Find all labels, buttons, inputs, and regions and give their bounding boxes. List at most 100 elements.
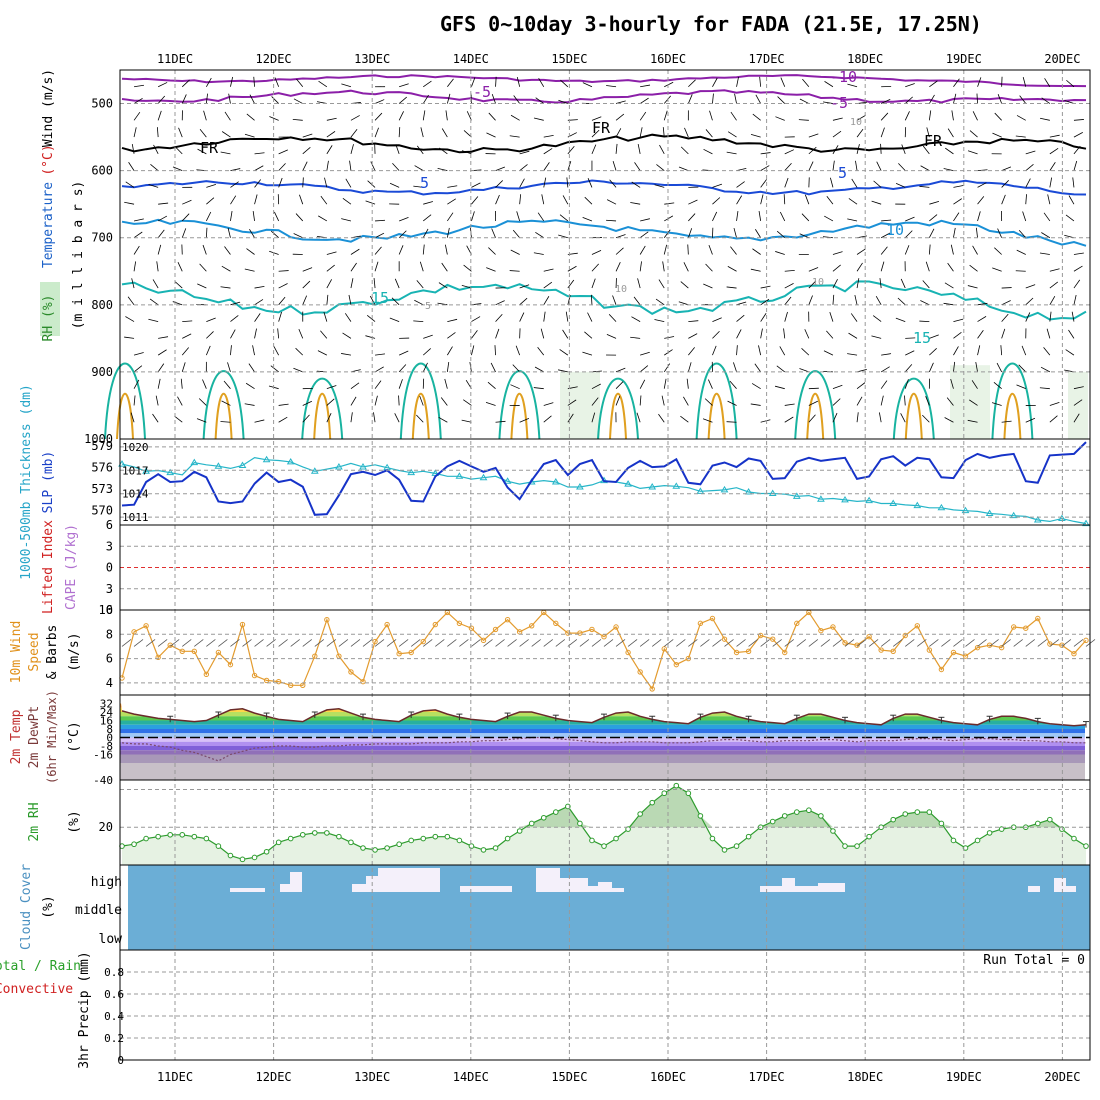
wind-barb — [174, 281, 183, 289]
wind-barb — [1049, 147, 1059, 155]
wind-barb — [1073, 279, 1081, 289]
temperature-color-band — [120, 737, 1085, 742]
wind-barb — [873, 180, 882, 188]
wind-barb — [565, 311, 569, 322]
wind-barb — [254, 639, 264, 647]
wind-barb — [488, 247, 496, 255]
rh-point — [914, 809, 921, 815]
wind-speed-point — [818, 627, 824, 634]
wind-barb — [639, 379, 646, 389]
wind-barb — [174, 146, 183, 155]
wind-barb — [606, 199, 617, 205]
wind-barb — [760, 419, 771, 423]
wind-barb — [471, 77, 476, 87]
rh-unit-label: (%) — [67, 810, 82, 833]
thickness-marker — [865, 496, 873, 504]
wind-barb — [485, 402, 496, 406]
wind-barb — [416, 145, 424, 155]
thickness-marker — [455, 472, 464, 479]
wind-barb — [181, 362, 186, 373]
wind-barb — [254, 313, 261, 322]
wind-barb — [1015, 270, 1026, 272]
wind-barb — [374, 246, 382, 255]
wind-barb — [606, 85, 617, 88]
wind-barb — [178, 127, 183, 138]
cloud-high-block — [1028, 886, 1040, 892]
wind-barb — [928, 110, 932, 121]
wind-barb — [708, 244, 713, 255]
wind-barb — [1001, 194, 1006, 205]
wind-barb — [423, 80, 432, 88]
wind-barb — [754, 363, 761, 373]
wind-barb — [1065, 214, 1075, 222]
wind-barb — [486, 267, 496, 272]
wind-barb — [591, 639, 602, 647]
wind-barb — [369, 295, 376, 306]
wind-barb — [953, 212, 960, 222]
wind-barb — [796, 639, 807, 647]
wind-barb — [398, 350, 409, 356]
wind-barb — [730, 246, 737, 255]
wind-barb — [274, 77, 280, 87]
grid-lines — [120, 70, 1090, 1060]
rh-point — [974, 837, 981, 844]
wind-barb — [1073, 160, 1078, 171]
wind-barb — [1018, 364, 1027, 373]
wind-barb — [519, 284, 530, 289]
wind-barb — [591, 249, 602, 255]
rh-point — [131, 841, 137, 848]
wind-barb — [461, 150, 472, 155]
wind-barb — [977, 329, 984, 339]
dewpoint-line — [121, 736, 1086, 762]
wind-barb — [341, 83, 352, 88]
wind-barb — [680, 415, 689, 423]
wind-barb — [784, 639, 794, 647]
wind-barb — [516, 76, 521, 87]
wind-barb — [772, 639, 782, 647]
wind-tick-label: 4 — [106, 676, 113, 690]
wind-barb — [435, 639, 445, 647]
wind-barb — [341, 353, 352, 356]
wind-barb — [876, 161, 882, 171]
rh-point — [336, 833, 342, 840]
wind-barb — [392, 162, 400, 171]
wind-barb — [370, 161, 376, 171]
wind-barb — [296, 78, 304, 88]
thickness-axis-label: 1000-500mb Thickness (dm) — [19, 384, 34, 580]
wind-barb — [579, 639, 590, 647]
wind-barb — [254, 419, 265, 423]
wind-barb — [181, 79, 190, 88]
rh-point — [577, 820, 583, 827]
rh-point — [794, 809, 800, 815]
wind-barb — [900, 278, 906, 289]
wind-barb — [182, 333, 192, 339]
wind-barb — [603, 639, 614, 647]
wind-barb — [656, 164, 665, 171]
wind-barb — [1016, 384, 1026, 390]
wind-barb — [350, 278, 354, 289]
wind-barb — [953, 93, 957, 104]
wind-barb — [777, 96, 786, 104]
wind-barb — [977, 182, 987, 188]
cloud-high-block — [1054, 878, 1066, 892]
rh-label-swatch — [40, 282, 60, 336]
wind-barb — [365, 200, 376, 205]
wind-barb — [252, 210, 255, 222]
wind-barb — [220, 286, 231, 289]
wind-barb — [1049, 295, 1056, 306]
wind-barb — [941, 639, 951, 647]
wind-barb — [808, 639, 819, 647]
wind-barb — [994, 112, 1002, 121]
wind-speed-point — [468, 625, 475, 631]
x-tick-label-top: 12DEC — [256, 52, 292, 66]
wind-barb — [125, 181, 135, 188]
wind-barb — [324, 177, 328, 188]
rh-point — [468, 843, 475, 849]
wind-barb — [245, 382, 255, 390]
x-tick-label-top: 19DEC — [946, 52, 982, 66]
wind-barb — [249, 228, 255, 238]
wind-speed-point — [721, 636, 728, 642]
wind-barb — [221, 265, 231, 272]
contour-label: -10 — [830, 68, 857, 86]
wind-barb — [880, 232, 891, 239]
